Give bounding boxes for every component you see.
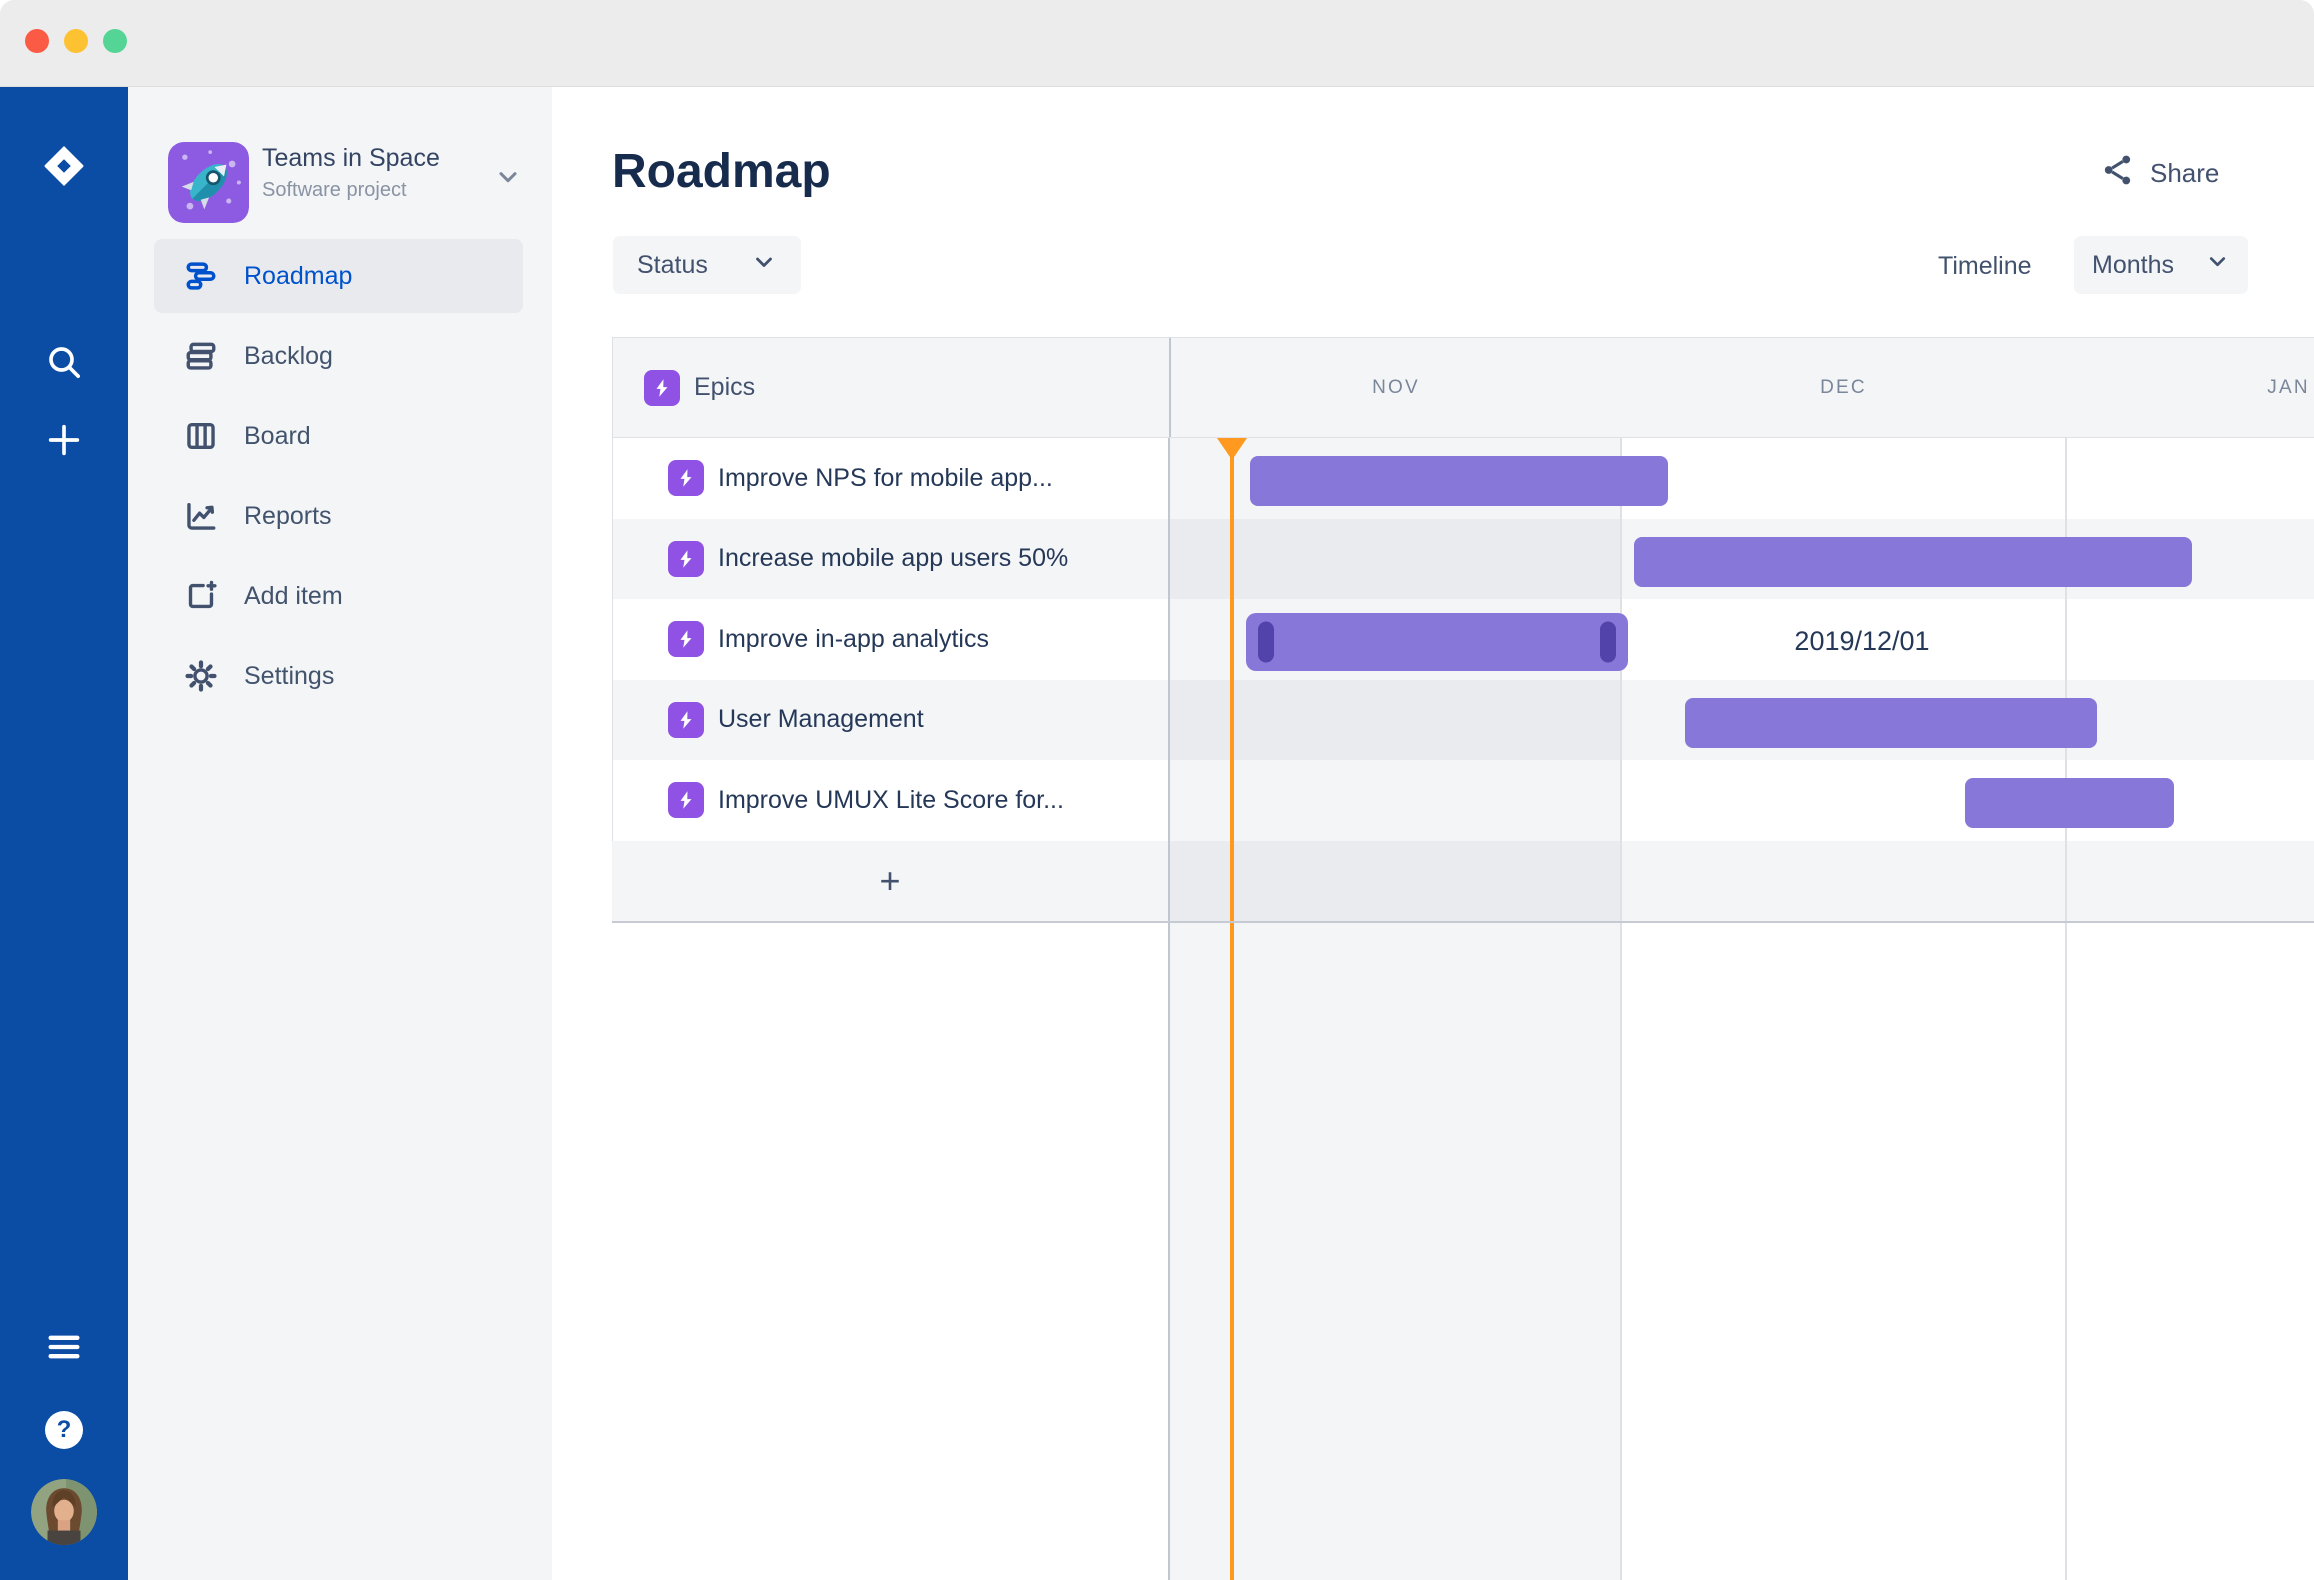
chevron-down-icon xyxy=(2205,249,2230,281)
sidebar-item-label: Backlog xyxy=(244,341,333,370)
epics-column: Improve NPS for mobile app... Increase mo… xyxy=(612,438,1168,1580)
reports-icon xyxy=(184,499,218,533)
timeline-label: Timeline xyxy=(1938,252,2032,280)
chevron-down-icon xyxy=(751,249,777,282)
epic-row[interactable]: User Management xyxy=(613,679,1168,760)
backlog-icon xyxy=(184,339,218,373)
share-label: Share xyxy=(2150,158,2220,188)
jira-logo xyxy=(40,142,88,195)
today-marker-icon xyxy=(1217,438,1247,460)
epic-bar[interactable] xyxy=(1634,536,2192,587)
add-epic-button[interactable]: + xyxy=(612,840,1168,921)
sidebar-item-label: Settings xyxy=(244,661,335,690)
close-window-button[interactable] xyxy=(25,29,49,53)
sidebar-item-reports[interactable]: Reports xyxy=(154,479,523,553)
month-gridline xyxy=(2065,438,2067,1580)
epic-bar[interactable] xyxy=(1250,456,1668,507)
board-icon xyxy=(184,419,218,453)
month-header-jan: JAN xyxy=(2267,376,2310,398)
sidebar-item-settings[interactable]: Settings xyxy=(154,639,523,713)
zoom-window-button[interactable] xyxy=(103,29,127,53)
epic-icon xyxy=(668,540,704,577)
sidebar-item-label: Reports xyxy=(244,501,332,530)
share-icon xyxy=(2100,152,2136,195)
sidebar-item-board[interactable]: Board xyxy=(154,399,523,473)
sidebar-item-roadmap[interactable]: Roadmap xyxy=(154,239,523,313)
project-name: Teams in Space xyxy=(262,144,440,172)
months-header: NOV DEC JAN xyxy=(1169,338,2314,437)
epic-label: Improve UMUX Lite Score for... xyxy=(718,785,1064,814)
row-stripe xyxy=(1170,840,2314,921)
search-icon[interactable] xyxy=(44,342,84,387)
minimize-window-button[interactable] xyxy=(64,29,88,53)
settings-icon xyxy=(184,659,218,693)
epic-icon xyxy=(668,782,704,819)
status-filter-label: Status xyxy=(637,250,708,279)
epic-row[interactable]: Increase mobile app users 50% xyxy=(613,518,1168,599)
sidebar-item-label: Board xyxy=(244,421,311,450)
sidebar-item-label: Add item xyxy=(244,581,343,610)
add-epic-label: + xyxy=(879,859,901,901)
sidebar-item-add-item[interactable]: Add item xyxy=(154,559,523,633)
epic-row[interactable]: Improve UMUX Lite Score for... xyxy=(613,760,1168,841)
epic-bar[interactable] xyxy=(1965,778,2174,829)
project-type: Software project xyxy=(262,179,407,201)
epic-icon xyxy=(668,701,704,738)
bar-resize-handle-right[interactable] xyxy=(1600,621,1616,663)
sidebar-item-label: Roadmap xyxy=(244,261,353,290)
app-navigation-rail: ? xyxy=(0,87,128,1580)
month-gridline xyxy=(1620,438,1622,1580)
timeline-zoom-dropdown[interactable]: Months xyxy=(2074,236,2248,294)
project-avatar-rocket[interactable] xyxy=(168,142,249,223)
user-avatar[interactable] xyxy=(31,1479,97,1545)
today-line xyxy=(1230,438,1234,1580)
share-button[interactable]: Share xyxy=(2100,152,2219,195)
bar-resize-handle-left[interactable] xyxy=(1258,621,1274,663)
sidebar-nav: Roadmap Backlog Board Reports Add item Settin… xyxy=(154,239,523,719)
project-sidebar: Teams in Space Software project Roadmap B… xyxy=(128,87,552,1580)
status-filter-button[interactable]: Status xyxy=(613,236,801,294)
timeline-canvas[interactable]: 2019/12/01 xyxy=(1168,438,2314,1580)
timeline-zoom-value: Months xyxy=(2092,250,2174,279)
plus-icon[interactable] xyxy=(44,420,84,465)
sidebar-item-backlog[interactable]: Backlog xyxy=(154,319,523,393)
epics-column-header: Epics xyxy=(613,338,1169,437)
epics-rows: Improve NPS for mobile app... Increase mo… xyxy=(612,438,1168,841)
chart-body: Improve NPS for mobile app... Increase mo… xyxy=(612,438,2314,1580)
roadmap-icon xyxy=(184,259,218,293)
epics-header-label: Epics xyxy=(694,373,756,401)
epic-icon xyxy=(644,369,680,406)
epic-row[interactable]: Improve NPS for mobile app... xyxy=(613,438,1168,519)
help-icon[interactable]: ? xyxy=(45,1411,83,1449)
roadmap-chart: Epics NOV DEC JAN Improve NPS for mobile a… xyxy=(612,337,2314,1580)
chart-header: Epics NOV DEC JAN xyxy=(612,337,2314,438)
epic-icon xyxy=(668,460,704,497)
current-month-shading xyxy=(1170,438,1620,1580)
month-header-dec: DEC xyxy=(1820,376,1867,398)
macos-titlebar xyxy=(0,0,2314,87)
epic-label: Increase mobile app users 50% xyxy=(718,544,1069,573)
epic-label: Improve in-app analytics xyxy=(718,624,989,653)
project-switcher-chevron-down-icon[interactable] xyxy=(494,163,522,196)
hamburger-icon[interactable] xyxy=(44,1327,84,1372)
page-title: Roadmap xyxy=(612,145,831,198)
epic-icon xyxy=(668,621,704,658)
epic-bar[interactable] xyxy=(1246,613,1628,672)
epic-row[interactable]: Improve in-app analytics xyxy=(613,599,1168,680)
add-item-icon xyxy=(184,579,218,613)
chart-bottom-border xyxy=(612,921,2314,923)
date-label: 2019/12/01 xyxy=(1794,626,1930,657)
epic-label: Improve NPS for mobile app... xyxy=(718,463,1053,492)
epic-bar[interactable] xyxy=(1685,697,2097,748)
epic-label: User Management xyxy=(718,705,924,734)
month-header-nov: NOV xyxy=(1372,376,1420,398)
